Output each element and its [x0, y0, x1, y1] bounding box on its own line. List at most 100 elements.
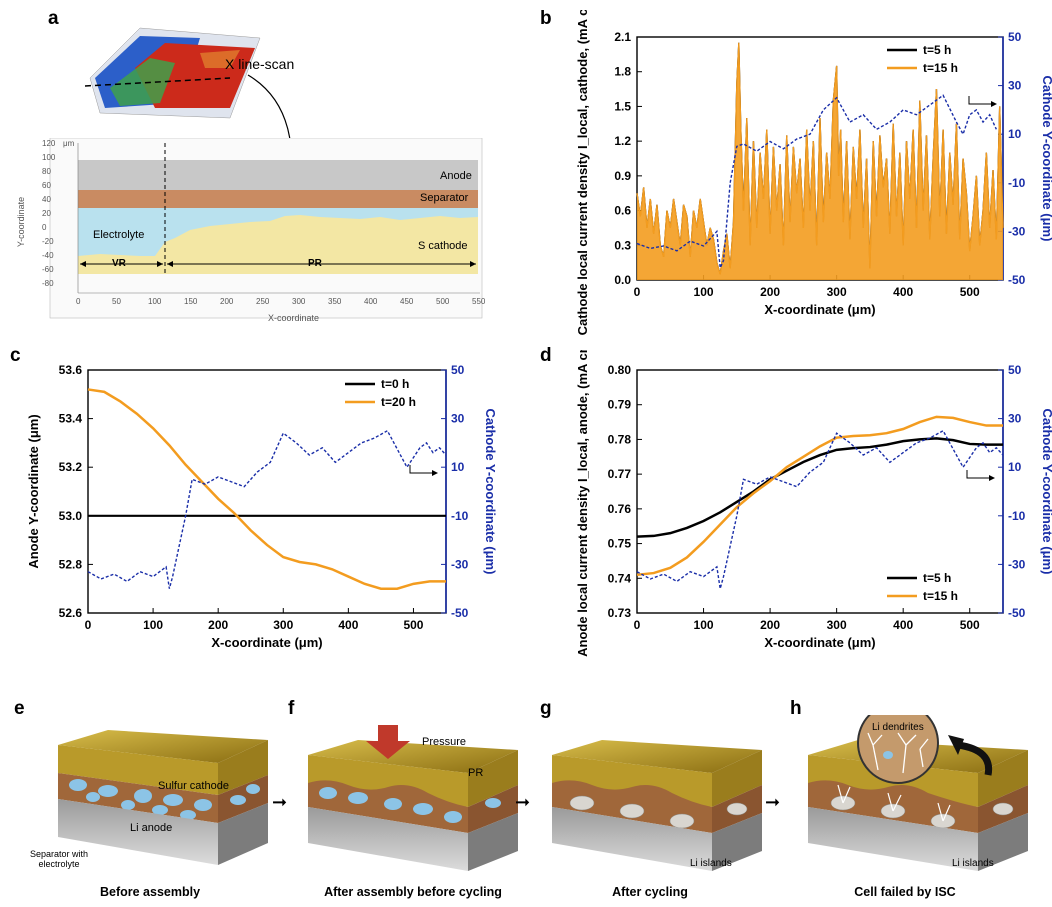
x-tick-label: 100: [694, 618, 714, 632]
y-tick-label: 52.6: [59, 606, 83, 620]
y2-tick-label: 50: [451, 363, 465, 377]
label-pressure: Pressure: [422, 736, 467, 748]
panel-a-unit: μm: [63, 139, 75, 148]
panel-letter-f: f: [288, 698, 295, 719]
y2-tick-label: -50: [1008, 273, 1026, 287]
legend-label: t=20 h: [381, 395, 416, 409]
y-tick-label: 0.0: [614, 273, 631, 287]
y-tick-label: 0.74: [608, 571, 632, 585]
label-li-anode: Li anode: [130, 822, 173, 834]
legend-label: t=0 h: [381, 377, 409, 391]
y-tick-label: 0.76: [608, 502, 632, 516]
y2-tick-label: -10: [1008, 509, 1026, 523]
y-tick-label: 1.5: [614, 99, 631, 113]
series-line: [636, 429, 1004, 589]
panel-a-xlabel: X-coordinate: [268, 313, 320, 323]
axis-arrow: [968, 96, 991, 105]
panel-a-yticks: 120 100 80 60 40 20 0 -20 -40 -60 -80: [42, 139, 56, 288]
x-tick-label: 400: [893, 618, 913, 632]
y2-tick-label: -50: [451, 606, 469, 620]
layer-label-separator: Separator: [420, 192, 469, 204]
y-tick-label: 0.80: [608, 363, 632, 377]
y2-tick-label: -30: [1008, 224, 1026, 238]
axis-arrow: [966, 470, 989, 479]
y2-tick-label: -30: [1008, 557, 1026, 571]
legend-label: t=15 h: [923, 589, 958, 603]
series-line: [636, 94, 997, 271]
y-tick-label: 53.2: [59, 460, 83, 474]
x-tick-label: 200: [760, 285, 780, 299]
schematic-e: [58, 730, 268, 865]
x-tick-label: 200: [208, 618, 228, 632]
panel-a-3d-surface: [84, 27, 261, 119]
linescan-label: X line-scan: [225, 56, 295, 72]
y2-tick-label: 30: [451, 412, 465, 426]
legend-label: t=5 h: [923, 43, 951, 57]
label-separator-electrolyte: Separator with electrolyte: [29, 849, 89, 869]
region-label-pr: PR: [308, 258, 322, 269]
y2-tick-label: 30: [1008, 412, 1022, 426]
x-tick-label: 500: [960, 618, 980, 632]
y2-tick-label: 50: [1008, 30, 1022, 44]
y-axis-label: Anode Y-coordinate (μm): [26, 414, 41, 568]
schematic-h: [808, 715, 1028, 871]
chart-d: 0 100 200 300 400 500 0.73 0.74 0.75 0.76 0.77 0.78…: [575, 350, 1052, 657]
x-tick-label: 500: [960, 285, 980, 299]
y2-tick-label: -30: [451, 557, 469, 571]
x-axis-label: X-coordinate (μm): [764, 635, 875, 650]
caption-f: After assembly before cycling: [324, 885, 502, 899]
arrow-f-g: ➞: [515, 792, 531, 812]
y-tick-label: 2.1: [614, 30, 631, 44]
axis-arrow-head: [989, 475, 995, 481]
y-tick-label: 0.77: [608, 467, 632, 481]
y-tick-label: 0.9: [614, 169, 631, 183]
y2-tick-label: -50: [1008, 606, 1026, 620]
y-tick-label: 0.73: [608, 606, 632, 620]
region-label-vr: VR: [112, 258, 126, 269]
y-tick-label: 53.4: [59, 412, 83, 426]
label-li-dendrites: Li dendrites: [872, 722, 924, 733]
legend-label: t=5 h: [923, 571, 951, 585]
x-tick-label: 0: [85, 618, 92, 632]
panel-letter-h: h: [790, 698, 802, 719]
panel-letter-c: c: [10, 345, 21, 366]
x-axis-label: X-coordinate (μm): [764, 302, 875, 317]
y-tick-label: 1.8: [614, 65, 631, 79]
panel-letter-a: a: [48, 8, 59, 29]
chart-b: 0 100 200 300 400 500 0.0 0.3 0.6 0.9 1.2 1.5 1.8 2.1…: [575, 10, 1052, 335]
x-tick-label: 200: [760, 618, 780, 632]
label-li-islands-g: Li islands: [690, 858, 732, 869]
x-tick-label: 0: [634, 618, 641, 632]
x-tick-label: 300: [273, 618, 293, 632]
legend-label: t=15 h: [923, 61, 958, 75]
layer-label-electrolyte: Electrolyte: [93, 229, 145, 241]
y-tick-label: 0.79: [608, 398, 632, 412]
x-tick-label: 300: [827, 618, 847, 632]
separator-layer: [78, 190, 478, 208]
x-tick-label: 500: [403, 618, 423, 632]
series-line: [87, 388, 446, 590]
y-axis-label: Anode local current density I_local, ano…: [575, 350, 590, 657]
series-fill: [637, 42, 1003, 281]
x-axis-label: X-coordinate (μm): [211, 635, 322, 650]
axis-arrow-head: [432, 470, 438, 476]
y-tick-label: 0.75: [608, 537, 632, 551]
series-line: [87, 429, 447, 589]
arrow-g-h: ➞: [765, 792, 781, 812]
y-tick-label: 0.78: [608, 432, 632, 446]
y-tick-label: 53.0: [59, 509, 83, 523]
schematic-g: [552, 740, 762, 871]
caption-e: Before assembly: [99, 885, 201, 899]
y-tick-label: 0.6: [614, 204, 631, 218]
x-tick-label: 100: [694, 285, 714, 299]
y2-axis-label: Cathode Y-coordinate (μm): [1040, 409, 1052, 575]
series-line: [636, 415, 1003, 577]
series-line: [636, 437, 1003, 538]
axis-arrow-head: [991, 101, 997, 107]
y-tick-label: 0.3: [614, 238, 631, 252]
label-li-islands-h: Li islands: [952, 858, 994, 869]
panel-letter-d: d: [540, 345, 552, 366]
x-tick-label: 300: [827, 285, 847, 299]
x-tick-label: 0: [634, 285, 641, 299]
y2-tick-label: -10: [451, 509, 469, 523]
